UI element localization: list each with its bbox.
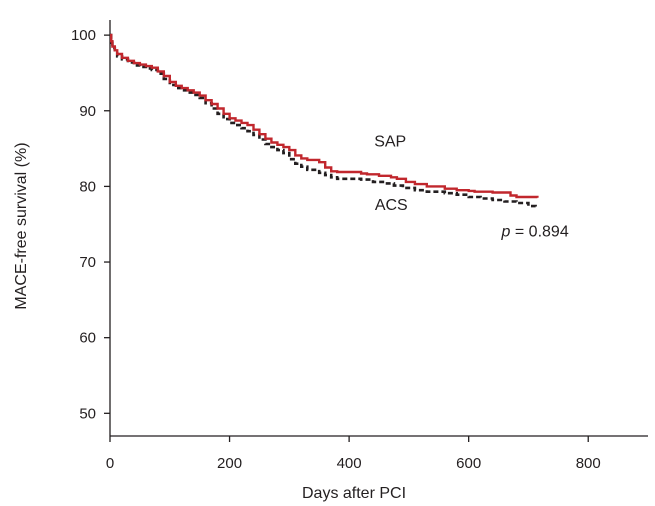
x-tick-label: 400: [337, 455, 362, 472]
x-ticks: 0 200 400 600 800: [106, 436, 601, 472]
axes: [109, 20, 648, 437]
series-line-acs: [109, 33, 537, 208]
series-layer: [109, 33, 539, 208]
x-axis-title: Days after PCI: [302, 485, 406, 502]
y-tick-label: 70: [79, 254, 96, 271]
p-value-text: = 0.894: [510, 223, 568, 240]
x-tick-label: 200: [217, 455, 242, 472]
y-axis-title: MACE-free survival (%): [13, 142, 30, 309]
series-line-sap: [110, 33, 539, 199]
y-tick-label: 60: [79, 330, 96, 347]
y-tick-label: 80: [79, 178, 96, 195]
series-label-sap: SAP: [374, 133, 406, 150]
series-label-acs: ACS: [375, 197, 408, 214]
y-tick-label: 100: [71, 27, 96, 44]
y-tick-label: 90: [79, 103, 96, 120]
x-tick-label: 800: [576, 455, 601, 472]
y-tick-label: 50: [79, 405, 96, 422]
x-tick-label: 0: [106, 455, 114, 472]
p-value-symbol: p: [501, 223, 511, 240]
y-ticks: 50 60 70 80 90 100: [71, 27, 110, 422]
x-tick-label: 600: [456, 455, 481, 472]
p-value-annotation: p = 0.894: [501, 223, 569, 240]
